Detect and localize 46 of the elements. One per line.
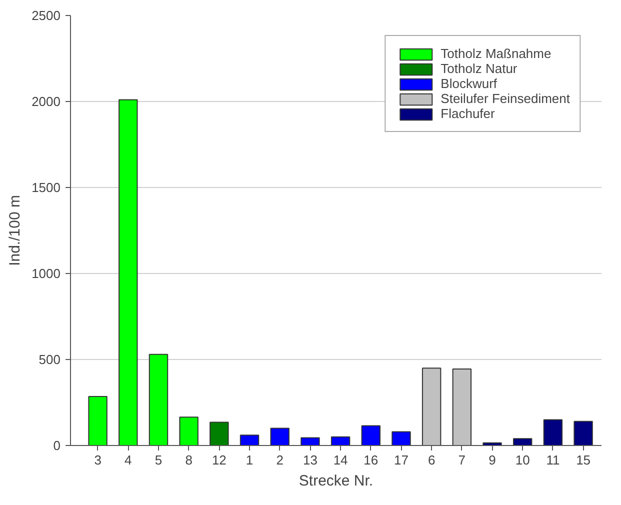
x-tick-label: 16 (364, 452, 378, 468)
x-tick-label: 17 (394, 452, 408, 468)
x-tick-label: 14 (333, 452, 348, 468)
x-tick-label: 15 (576, 452, 591, 468)
x-tick-label: 11 (546, 452, 560, 468)
x-axis-title: Strecke Nr. (298, 472, 374, 490)
y-tick-label: 500 (38, 352, 61, 367)
bar (543, 419, 563, 446)
bar (270, 428, 290, 446)
x-tick-label: 12 (212, 452, 226, 468)
x-tick-label: 8 (185, 452, 192, 468)
bar (210, 422, 229, 446)
legend-label: Blockwurf (440, 76, 498, 91)
bar (300, 437, 320, 446)
bar (422, 368, 442, 446)
bar (513, 438, 532, 446)
y-axis-title: Ind./100 m (6, 195, 24, 266)
y-tick-label: 1500 (32, 180, 60, 195)
bar (118, 99, 138, 446)
bar (148, 354, 168, 446)
x-tick-label: 3 (94, 452, 102, 468)
bar (452, 368, 472, 446)
x-tick-label: 6 (428, 452, 436, 468)
x-tick-label: 4 (124, 452, 132, 468)
x-tick-label: 7 (458, 452, 466, 468)
legend-label: Totholz Natur (440, 61, 518, 76)
bar (392, 431, 411, 446)
x-tick-label: 5 (154, 452, 162, 468)
legend-label: Steilufer Feinsediment (440, 91, 570, 106)
legend-label: Totholz Maßnahme (440, 46, 552, 61)
y-tick-label: 2000 (32, 94, 60, 109)
bar (330, 436, 350, 446)
y-tick-label: 0 (53, 438, 61, 453)
x-tick-label: 9 (488, 452, 496, 468)
bar (88, 396, 108, 446)
x-tick-label: 1 (246, 452, 254, 468)
legend-label: Flachufer (440, 106, 495, 121)
x-tick-label: 10 (515, 452, 530, 468)
y-tick-label: 1000 (32, 266, 60, 281)
x-tick-label: 13 (302, 452, 318, 468)
y-tick-label: 2500 (32, 8, 60, 23)
bar (179, 416, 198, 446)
bar (361, 425, 380, 446)
bar (574, 420, 593, 446)
x-tick-label: 2 (276, 452, 284, 468)
bar (240, 434, 260, 446)
